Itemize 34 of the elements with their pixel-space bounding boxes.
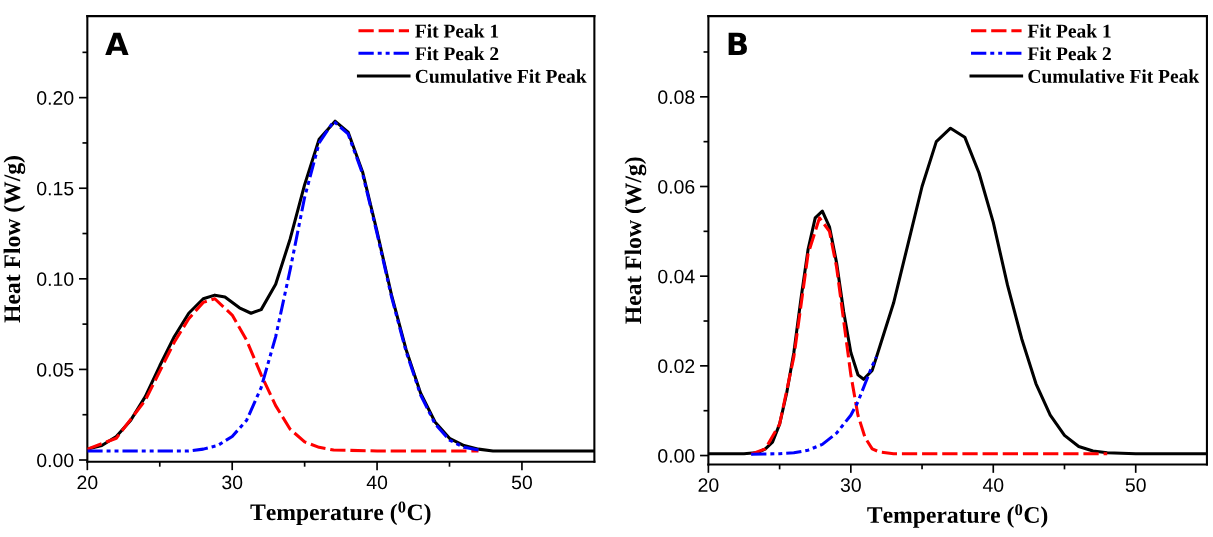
y-tick-label: 0.08 [658,90,695,105]
x-tick-label: 30 [840,478,861,492]
y-tick-label: 0.10 [37,272,74,287]
y-axis-title: Heat Flow (W/g) [624,157,647,324]
y-tick-label: 0.15 [37,181,74,196]
x-tick-label: 40 [982,478,1004,492]
y-tick-label: 0.02 [658,359,695,374]
y-tick-label: 0.00 [658,449,695,463]
x-axis-title: Temperature ($^{0}$C) [867,504,1048,528]
legend-label: Cumulative Fit Peak [415,69,587,83]
x-tick-label: 50 [1125,478,1146,492]
annotation: A [105,32,129,55]
line-series [87,297,481,453]
y-tick-label: 0.06 [658,179,695,194]
x-tick-label: 20 [77,475,98,490]
annotation: B [728,32,747,56]
y-tick-label: 0.04 [658,269,695,284]
legend-label: Fit Peak 2 [1027,46,1111,61]
y-tick-label: 0.00 [37,453,74,468]
legend-label: Fit Peak 1 [1027,24,1111,38]
y-tick-label: 0.05 [37,362,74,377]
legend-label: Cumulative Fit Peak [1028,69,1200,83]
legend-label: Fit Peak 2 [415,46,499,61]
legend-label: Fit Peak 1 [415,24,499,38]
line-series [87,119,481,453]
x-tick-label: 20 [698,478,719,492]
y-tick-label: 0.20 [37,91,74,105]
x-tick-label: 50 [511,475,532,490]
x-tick-label: 30 [222,475,243,490]
line-series [749,355,878,456]
x-tick-label: 40 [366,475,388,490]
line-series [749,216,1109,456]
y-axis-title: Heat Flow (W/g) [3,156,26,323]
x-axis-title: Temperature ($^{0}$C) [250,501,431,526]
